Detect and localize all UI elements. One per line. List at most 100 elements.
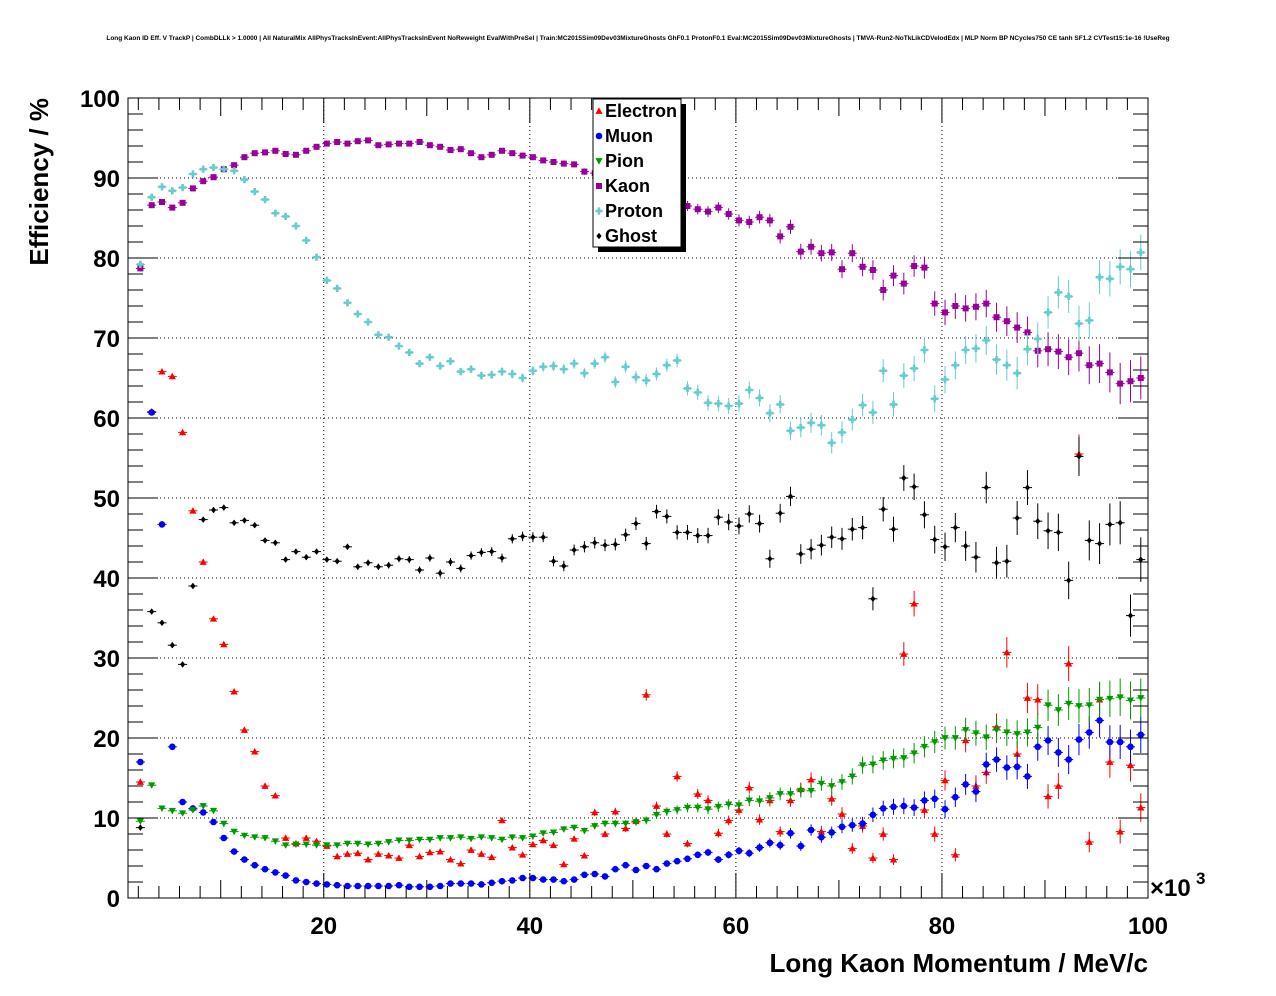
data-point: [220, 820, 228, 828]
data-point: [168, 372, 176, 380]
data-point: [437, 570, 443, 577]
data-point: [251, 748, 259, 755]
data-point: [1054, 782, 1062, 789]
data-point: [272, 869, 279, 876]
data-point: [642, 862, 650, 870]
data-point: [859, 762, 867, 769]
data-point: [519, 152, 526, 159]
data-point: [848, 416, 856, 424]
data-point: [405, 841, 413, 849]
data-point: [179, 798, 186, 806]
data-point: [1044, 308, 1052, 316]
data-point: [293, 548, 299, 555]
data-point: [447, 147, 454, 153]
data-point: [683, 804, 692, 812]
legend-entry-muon: Muon: [595, 126, 653, 146]
data-point: [426, 353, 434, 361]
data-point: [983, 484, 989, 491]
data-point: [539, 363, 547, 371]
data-point: [1045, 346, 1052, 353]
data-point: [580, 852, 589, 859]
data-point: [1013, 731, 1021, 738]
data-point: [652, 802, 661, 809]
data-point: [1096, 717, 1103, 724]
data-point: [560, 877, 568, 885]
data-point: [179, 184, 187, 192]
data-point: [962, 346, 970, 354]
data-point: [673, 807, 681, 814]
data-point: [1116, 828, 1124, 835]
x-multiplier: ×10 3: [1150, 869, 1205, 902]
data-point: [374, 331, 382, 339]
data-point: [292, 151, 299, 158]
data-point: [869, 811, 877, 819]
data-point: [745, 784, 753, 791]
data-point: [230, 167, 238, 175]
data-point: [529, 154, 536, 161]
data-point: [477, 834, 485, 841]
data-point: [921, 511, 928, 518]
data-point: [869, 854, 877, 861]
data-point: [1075, 703, 1083, 710]
data-point: [1034, 724, 1042, 732]
data-point: [695, 532, 701, 539]
data-point: [870, 595, 876, 602]
data-point: [1137, 731, 1145, 739]
data-point: [271, 838, 279, 845]
data-point: [550, 876, 557, 883]
data-point: [436, 835, 444, 842]
data-point: [1023, 345, 1032, 353]
data-point: [200, 516, 206, 523]
data-point: [1137, 248, 1145, 256]
data-point: [942, 309, 949, 316]
data-point: [611, 820, 619, 828]
data-point: [746, 219, 753, 225]
data-point: [663, 361, 671, 369]
data-point: [468, 150, 475, 157]
data-point: [900, 755, 908, 762]
data-point: [539, 836, 547, 844]
data-point: [1065, 660, 1073, 667]
data-point: [416, 566, 423, 574]
data-point: [458, 565, 464, 572]
data-point: [365, 559, 371, 566]
data-point: [1086, 537, 1092, 544]
data-point: [313, 548, 320, 555]
data-point: [704, 399, 712, 407]
data-point: [426, 848, 434, 856]
data-point: [755, 798, 764, 805]
axes: 0 10 20 30 40 50 60 70 80 90 100 20 40 60 80 100: [80, 86, 1168, 940]
data-point: [581, 871, 588, 879]
data-point: [209, 164, 218, 172]
data-point: [694, 851, 702, 859]
data-point: [189, 807, 197, 814]
data-point: [1034, 696, 1042, 703]
data-point: [889, 400, 898, 408]
data-point: [632, 373, 640, 381]
data-point: [148, 782, 156, 789]
legend-box: [592, 98, 682, 248]
data-point: [890, 803, 897, 811]
data-point: [168, 807, 176, 815]
data-point: [252, 522, 258, 529]
data-point: [910, 600, 918, 607]
data-point: [385, 839, 393, 846]
data-point: [1035, 518, 1041, 525]
data-point: [199, 803, 207, 810]
data-point: [766, 409, 774, 417]
data-point: [406, 140, 413, 147]
data-point: [828, 829, 835, 836]
data-point: [1045, 527, 1051, 534]
data-point: [457, 368, 465, 376]
data-point: [1106, 369, 1113, 376]
data-point: [1127, 378, 1134, 385]
data-point: [549, 362, 558, 370]
data-point: [282, 212, 290, 220]
data-point: [683, 384, 692, 392]
data-point: [323, 276, 331, 284]
data-point: [302, 841, 310, 848]
data-point: [220, 165, 228, 173]
data-point: [477, 372, 485, 380]
data-point: [1054, 707, 1062, 714]
data-point: [571, 161, 578, 168]
